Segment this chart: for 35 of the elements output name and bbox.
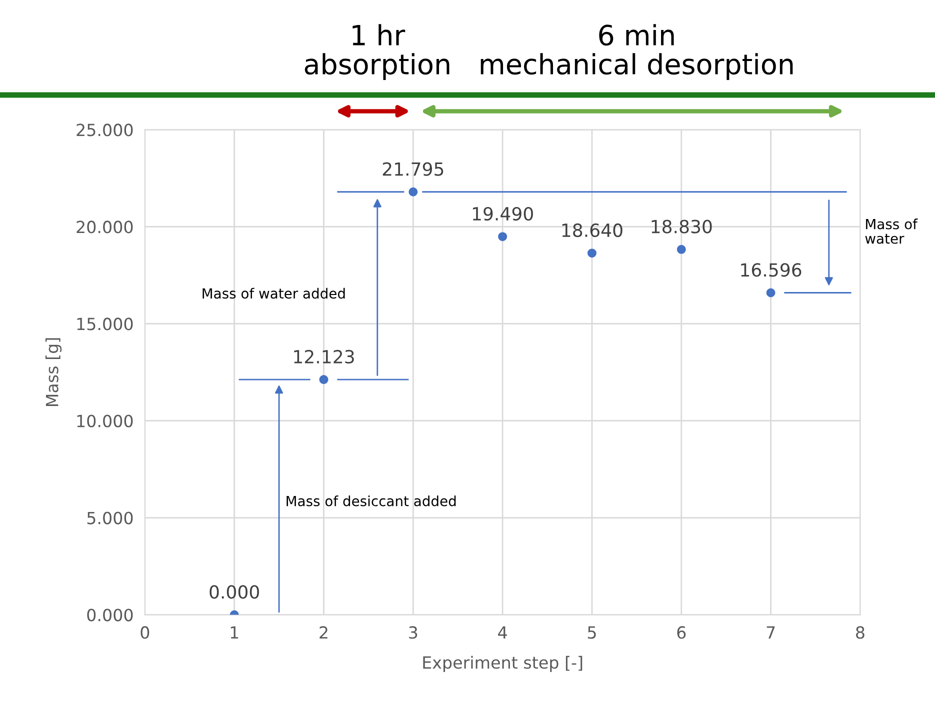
point xyxy=(587,248,596,258)
data-label: 16.596 xyxy=(741,263,802,277)
y-tick-label: 20.000 xyxy=(76,220,133,234)
x-tick-label: 2 xyxy=(320,626,328,639)
data-label: 18.640 xyxy=(562,223,622,238)
y-tick-label: 5.000 xyxy=(87,512,133,524)
y-tick-label: 25.000 xyxy=(76,124,133,136)
y-tick-label: 0.000 xyxy=(87,608,133,622)
data-label: 0.000 xyxy=(210,585,259,599)
x-tick-label: 4 xyxy=(498,626,507,639)
y-tick-label: 15.000 xyxy=(77,318,133,330)
x-axis-title: Experiment step [-] xyxy=(423,656,582,672)
point xyxy=(319,375,328,384)
data-label: 21.795 xyxy=(382,162,444,176)
y-tick-label: 10.000 xyxy=(77,414,133,428)
text: 6 min mechanical desorption xyxy=(480,24,793,80)
x-tick-label: 0 xyxy=(140,626,150,639)
x-tick-label: 6 xyxy=(677,626,686,639)
x-tick-label: 7 xyxy=(766,626,775,639)
annotation: Mass of water added xyxy=(202,288,345,299)
y-axis-title: Mass [g] xyxy=(45,338,62,406)
text: 1 hr absorption xyxy=(304,24,450,80)
point xyxy=(676,244,686,254)
x-tick-label: 3 xyxy=(409,626,418,639)
point xyxy=(766,288,776,298)
annotation: Mass of desiccant added xyxy=(286,496,456,506)
x-tick-label: 1 xyxy=(230,626,238,639)
point xyxy=(498,232,508,242)
text: Mass of water xyxy=(865,218,918,244)
x-tick-label: 8 xyxy=(856,626,864,639)
data-label: 18.830 xyxy=(652,220,712,234)
point xyxy=(408,187,418,196)
data-label: 19.490 xyxy=(472,206,533,221)
x-tick-label: 5 xyxy=(588,626,596,639)
data-label: 12.123 xyxy=(294,350,354,364)
